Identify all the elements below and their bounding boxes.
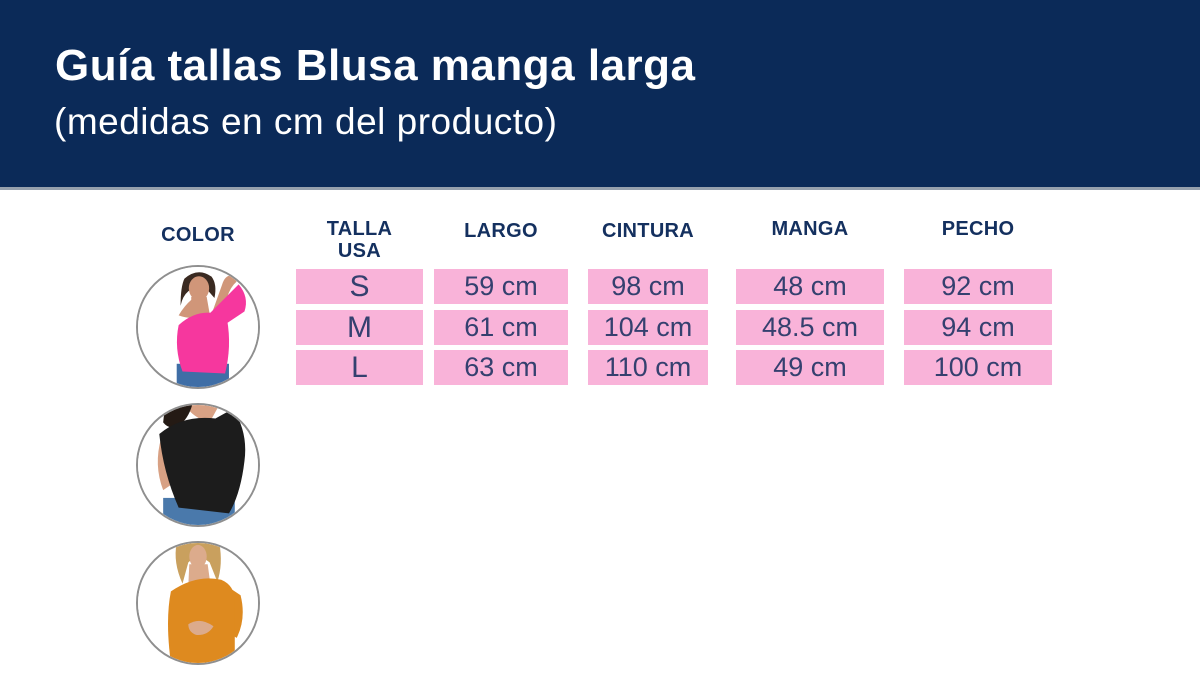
product-photo-mustard-blouse xyxy=(136,541,260,665)
cell-cintura-m: 104 cm xyxy=(588,310,708,345)
black-blouse-illustration xyxy=(138,405,258,525)
column-header-color: COLOR xyxy=(161,224,235,246)
cell-cintura-s: 98 cm xyxy=(588,269,708,304)
cell-largo-m: 61 cm xyxy=(434,310,568,345)
product-photo-pink-blouse xyxy=(136,265,260,389)
cell-talla-l: L xyxy=(296,350,423,385)
cell-talla-s: S xyxy=(296,269,423,304)
header-banner: Guía tallas Blusa manga larga (medidas e… xyxy=(0,0,1200,190)
page-subtitle: (medidas en cm del producto) xyxy=(54,101,558,142)
product-photo-black-blouse xyxy=(136,403,260,527)
column-header-manga: MANGA xyxy=(771,218,849,240)
column-header-talla-line1: TALLA xyxy=(326,218,393,240)
cell-manga-s: 48 cm xyxy=(736,269,884,304)
cell-cintura-l: 110 cm xyxy=(588,350,708,385)
column-header-pecho: PECHO xyxy=(941,218,1015,240)
column-header-cintura: CINTURA xyxy=(601,220,695,242)
mustard-blouse-illustration xyxy=(138,543,258,663)
cell-pecho-m: 94 cm xyxy=(904,310,1052,345)
cell-largo-l: 63 cm xyxy=(434,350,568,385)
cell-largo-s: 59 cm xyxy=(434,269,568,304)
cell-talla-m: M xyxy=(296,310,423,345)
column-header-talla-usa: TALLA USA xyxy=(296,218,423,262)
page-title: Guía tallas Blusa manga larga xyxy=(55,41,696,90)
column-header-talla-line2: USA xyxy=(337,240,382,262)
cell-manga-l: 49 cm xyxy=(736,350,884,385)
cell-pecho-l: 100 cm xyxy=(904,350,1052,385)
cell-pecho-s: 92 cm xyxy=(904,269,1052,304)
cell-manga-m: 48.5 cm xyxy=(736,310,884,345)
pink-blouse-illustration xyxy=(138,267,258,387)
column-header-largo: LARGO xyxy=(464,220,538,242)
